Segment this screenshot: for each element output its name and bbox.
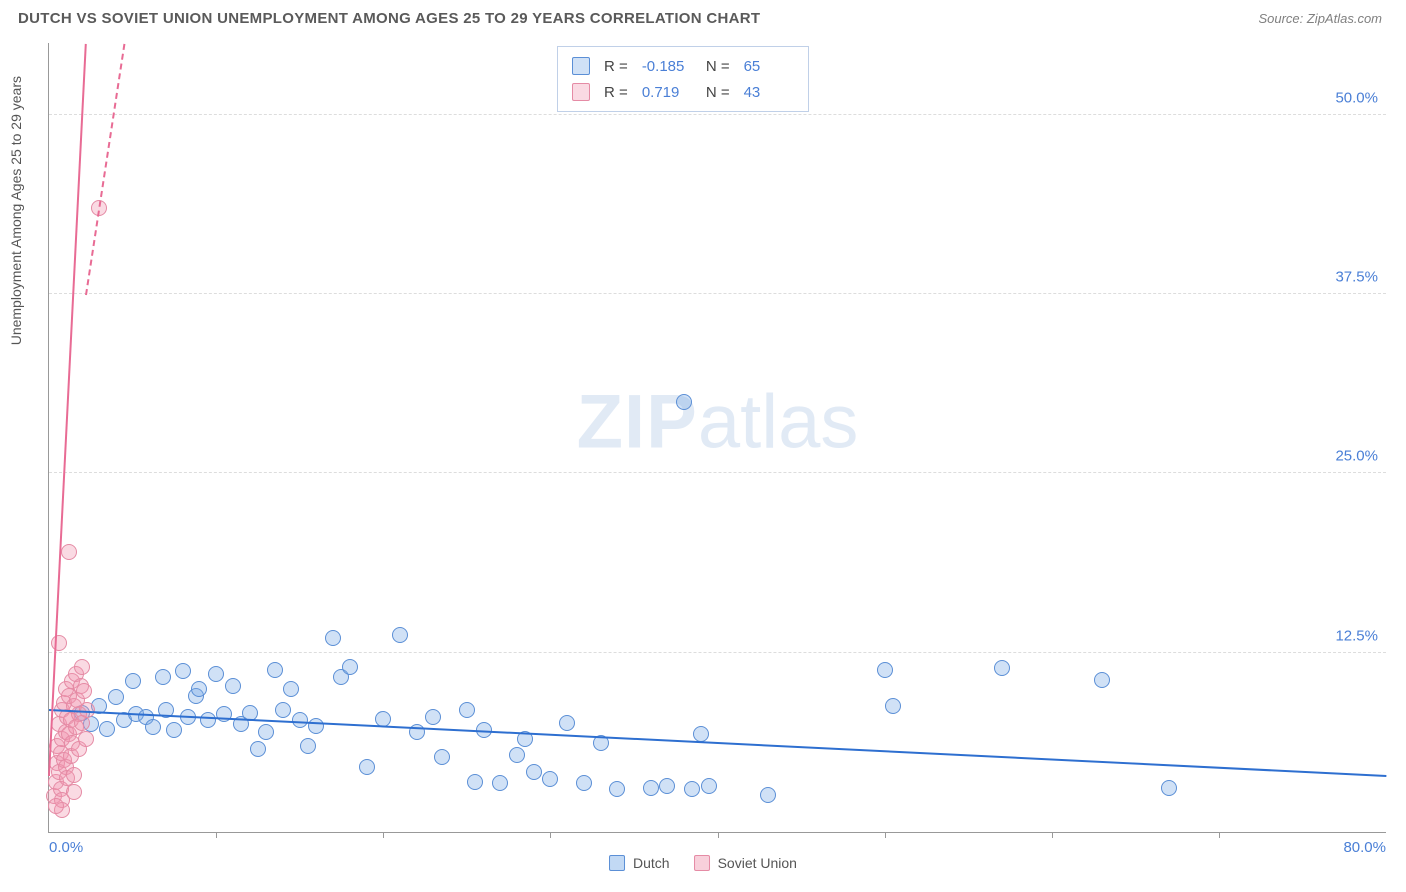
data-point: [342, 659, 358, 675]
data-point: [155, 669, 171, 685]
data-point: [1161, 780, 1177, 796]
soviet-swatch-icon: [694, 855, 710, 871]
data-point: [175, 663, 191, 679]
x-tick: [383, 832, 384, 838]
stats-row-dutch: R = -0.185 N = 65: [572, 53, 794, 79]
x-axis-min-label: 0.0%: [49, 839, 83, 856]
trend-line: [49, 709, 1386, 777]
data-point: [467, 774, 483, 790]
data-point: [701, 778, 717, 794]
dutch-swatch-icon: [609, 855, 625, 871]
data-point: [208, 666, 224, 682]
data-point: [684, 781, 700, 797]
data-point: [676, 394, 692, 410]
legend-label: Dutch: [633, 855, 670, 871]
data-point: [66, 784, 82, 800]
gridline: [49, 293, 1386, 294]
dutch-r-value: -0.185: [642, 58, 692, 75]
gridline: [49, 114, 1386, 115]
data-point: [191, 681, 207, 697]
x-tick: [216, 832, 217, 838]
data-point: [300, 738, 316, 754]
data-point: [994, 660, 1010, 676]
data-point: [166, 722, 182, 738]
y-tick-label: 37.5%: [1335, 269, 1378, 286]
data-point: [308, 718, 324, 734]
watermark: ZIPatlas: [577, 378, 859, 465]
data-point: [258, 724, 274, 740]
gridline: [49, 652, 1386, 653]
bottom-legend: Dutch Soviet Union: [609, 855, 797, 871]
data-point: [61, 544, 77, 560]
data-point: [509, 747, 525, 763]
data-point: [609, 781, 625, 797]
data-point: [559, 715, 575, 731]
soviet-swatch-icon: [572, 83, 590, 101]
data-point: [542, 771, 558, 787]
x-tick: [885, 832, 886, 838]
y-axis-label: Unemployment Among Ages 25 to 29 years: [8, 76, 24, 345]
soviet-n-value: 43: [744, 84, 794, 101]
r-label: R =: [604, 58, 628, 75]
data-point: [392, 627, 408, 643]
plot-area: ZIPatlas R = -0.185 N = 65 R = 0.719 N =…: [48, 43, 1386, 833]
chart-source: Source: ZipAtlas.com: [1258, 11, 1382, 26]
soviet-r-value: 0.719: [642, 84, 692, 101]
data-point: [125, 673, 141, 689]
data-point: [877, 662, 893, 678]
stats-legend-box: R = -0.185 N = 65 R = 0.719 N = 43: [557, 46, 809, 112]
x-tick: [1219, 832, 1220, 838]
data-point: [200, 712, 216, 728]
data-point: [48, 798, 64, 814]
data-point: [145, 719, 161, 735]
y-tick-label: 25.0%: [1335, 448, 1378, 465]
gridline: [49, 472, 1386, 473]
data-point: [492, 775, 508, 791]
x-tick: [550, 832, 551, 838]
data-point: [66, 767, 82, 783]
y-tick-label: 50.0%: [1335, 89, 1378, 106]
data-point: [425, 709, 441, 725]
data-point: [526, 764, 542, 780]
r-label: R =: [604, 84, 628, 101]
n-label: N =: [706, 84, 730, 101]
data-point: [643, 780, 659, 796]
data-point: [760, 787, 776, 803]
x-tick: [718, 832, 719, 838]
data-point: [459, 702, 475, 718]
x-axis-max-label: 80.0%: [1343, 839, 1386, 856]
stats-row-soviet: R = 0.719 N = 43: [572, 79, 794, 105]
y-tick-label: 12.5%: [1335, 627, 1378, 644]
legend-item-soviet: Soviet Union: [694, 855, 797, 871]
data-point: [576, 775, 592, 791]
chart-container: Unemployment Among Ages 25 to 29 years Z…: [0, 33, 1406, 873]
data-point: [74, 659, 90, 675]
legend-item-dutch: Dutch: [609, 855, 670, 871]
data-point: [659, 778, 675, 794]
data-point: [434, 749, 450, 765]
data-point: [1094, 672, 1110, 688]
trend-line-dashed: [85, 44, 125, 295]
chart-title: DUTCH VS SOVIET UNION UNEMPLOYMENT AMONG…: [18, 10, 760, 27]
data-point: [325, 630, 341, 646]
data-point: [225, 678, 241, 694]
dutch-swatch-icon: [572, 57, 590, 75]
legend-label: Soviet Union: [718, 855, 797, 871]
data-point: [99, 721, 115, 737]
data-point: [275, 702, 291, 718]
data-point: [250, 741, 266, 757]
dutch-n-value: 65: [744, 58, 794, 75]
data-point: [359, 759, 375, 775]
data-point: [76, 683, 92, 699]
x-tick: [1052, 832, 1053, 838]
n-label: N =: [706, 58, 730, 75]
data-point: [108, 689, 124, 705]
data-point: [267, 662, 283, 678]
data-point: [885, 698, 901, 714]
data-point: [283, 681, 299, 697]
data-point: [78, 731, 94, 747]
